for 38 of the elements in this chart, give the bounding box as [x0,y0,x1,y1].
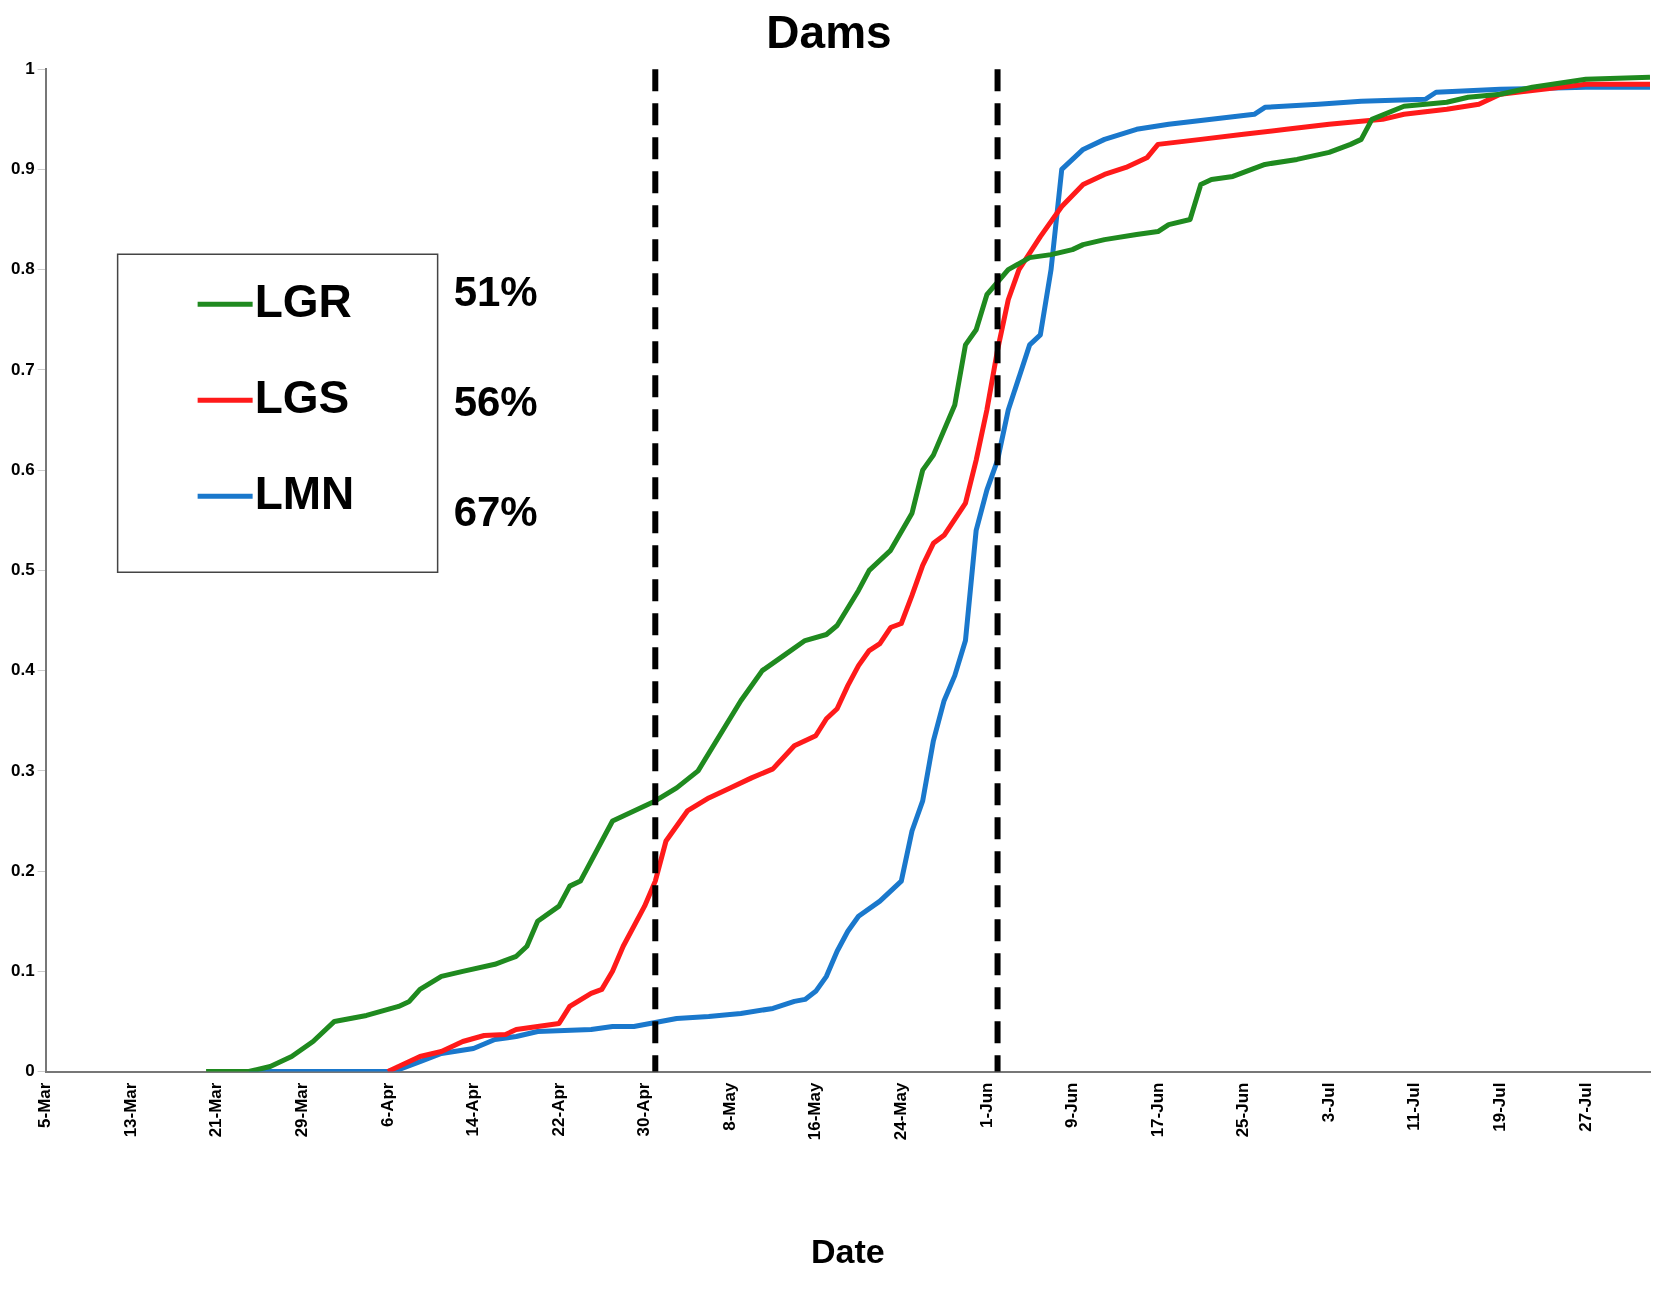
x-tick-label: 1-Jun [976,1082,996,1128]
y-tick-label: 0.8 [10,259,35,279]
legend-label: LGS [254,370,350,423]
x-tick-label: 19-Jul [1489,1082,1509,1132]
x-tick-label: 5-Mar [35,1082,55,1128]
x-tick-label: 8-May [719,1082,739,1131]
x-tick-label: 11-Jul [1404,1082,1424,1131]
x-tick-label: 27-Jul [1575,1082,1595,1132]
y-tick-label: 0.1 [10,961,35,981]
legend-label: LMN [254,466,355,519]
x-tick-label: 16-May [805,1082,825,1141]
x-tick-label: 21-Mar [206,1082,226,1138]
y-tick-label: 0 [25,1061,35,1081]
chart-title: Dams [766,6,892,59]
x-tick-label: 29-Mar [292,1082,312,1138]
y-tick-label: 1 [25,58,35,78]
x-tick-label: 3-Jul [1318,1082,1338,1123]
x-tick-label: 9-Jun [1062,1082,1082,1128]
annotation: 56% [453,377,538,425]
x-tick-label: 17-Jun [1147,1082,1167,1138]
y-tick-label: 0.9 [10,159,35,179]
annotation: 67% [453,487,538,535]
x-tick-label: 22-Apr [548,1082,568,1137]
legend-label: LGR [254,274,352,327]
annotation: 51% [453,267,538,315]
y-tick-label: 0.5 [10,560,35,580]
y-tick-label: 0.3 [10,760,35,780]
y-tick-label: 0.6 [10,459,35,479]
y-tick-label: 0.4 [10,660,36,680]
x-tick-label: 6-Apr [377,1082,397,1127]
x-tick-label: 30-Apr [634,1082,654,1137]
x-tick-label: 13-Mar [120,1082,140,1138]
x-axis-title: Date [810,1231,885,1270]
y-tick-label: 0.7 [10,359,35,379]
x-tick-label: 14-Apr [463,1082,483,1137]
x-tick-label: 24-May [890,1082,910,1141]
y-tick-label: 0.2 [10,860,35,880]
x-tick-label: 25-Jun [1233,1082,1253,1138]
